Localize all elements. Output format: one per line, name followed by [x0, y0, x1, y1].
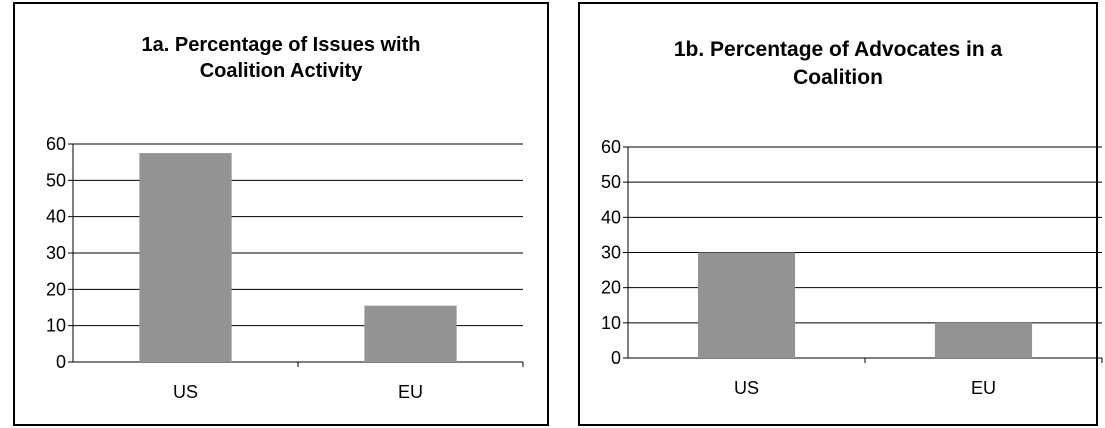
bar-eu: [364, 305, 457, 362]
bar-us: [697, 252, 796, 358]
y-tick-label: 0: [611, 348, 621, 368]
y-tick-label: 10: [46, 316, 66, 336]
chart-title-line-2: Coalition: [793, 66, 883, 89]
y-tick-label: 20: [601, 278, 621, 298]
y-tick-label: 40: [46, 207, 66, 227]
y-tick-label: 30: [46, 243, 66, 263]
bar-chart-1b: 0 10 20 30 40 50 60 US EU: [601, 137, 1103, 398]
bar-eu: [934, 322, 1033, 358]
y-tick-label: 30: [601, 243, 621, 263]
y-tick-label: 50: [601, 172, 621, 192]
chart-title-line-2: Coalition Activity: [199, 60, 363, 82]
chart-title: 1b. Percentage of Advocates in a Coaliti…: [580, 36, 1096, 92]
chart-title: 1a. Percentage of Issues with Coalition …: [15, 32, 547, 84]
bar-chart-1a: 0 10 20 30 40 50 60 US EU: [46, 134, 524, 402]
chart-title-line-1: 1b. Percentage of Advocates in a: [673, 38, 1003, 61]
bar-us: [139, 153, 232, 362]
chart-title-line-1: 1a. Percentage of Issues with: [141, 34, 421, 56]
y-tick-label: 60: [46, 134, 66, 154]
y-tick-label: 0: [56, 352, 66, 372]
chart-panel-1a: 1a. Percentage of Issues with Coalition …: [13, 2, 549, 426]
y-tick-label: 10: [601, 313, 621, 333]
y-tick-label: 20: [46, 279, 66, 299]
y-tick-label: 60: [601, 137, 621, 157]
y-tick-label: 40: [601, 207, 621, 227]
chart-panel-1b: 1b. Percentage of Advocates in a Coaliti…: [578, 2, 1103, 426]
x-category-label: US: [734, 378, 759, 398]
x-category-label: EU: [398, 382, 423, 402]
y-tick-label: 50: [46, 170, 66, 190]
x-category-label: US: [173, 382, 198, 402]
x-category-label: EU: [971, 378, 996, 398]
